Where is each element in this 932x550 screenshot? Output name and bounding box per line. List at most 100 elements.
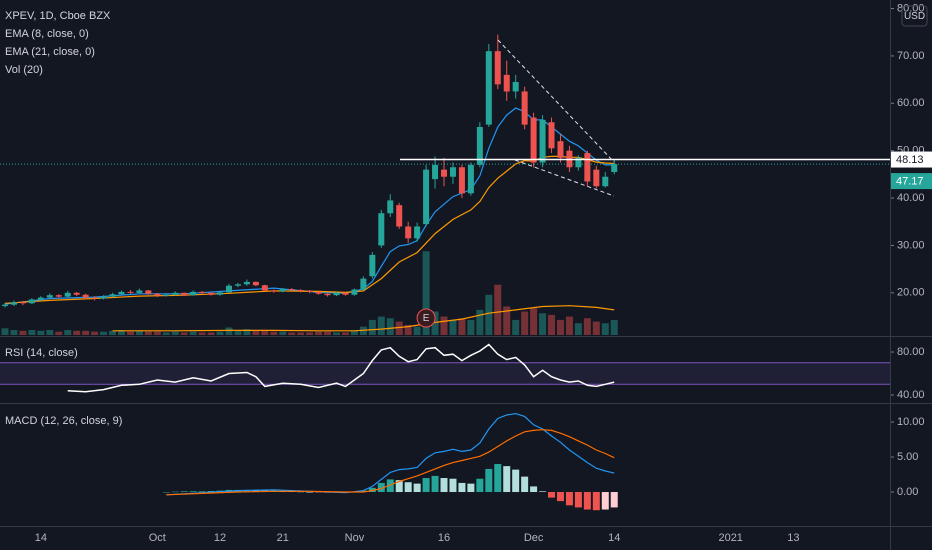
- macd-hist-bar: [521, 476, 529, 493]
- x-tick-label: 14: [35, 532, 47, 544]
- volume-bar: [592, 321, 600, 335]
- volume-bar: [261, 329, 269, 335]
- currency-box[interactable]: [901, 5, 928, 27]
- candle-body: [414, 226, 421, 239]
- candle-body: [19, 302, 26, 304]
- candle-body: [297, 289, 304, 291]
- macd-hist-bar: [368, 487, 376, 493]
- trend-line: [497, 39, 615, 163]
- volume-bar: [10, 329, 18, 335]
- candle-body: [279, 289, 286, 292]
- y-tick-label: 40.00: [897, 389, 925, 401]
- last-price-label: 47.17: [896, 175, 924, 187]
- y-tick-label: 40.00: [897, 192, 925, 204]
- volume-bar: [37, 330, 45, 335]
- macd-hist-bar: [494, 464, 502, 493]
- volume-bar: [117, 329, 125, 335]
- candle-body: [252, 281, 259, 286]
- macd-hist-bar: [467, 483, 475, 493]
- candle-body: [190, 291, 197, 296]
- volume-bar: [162, 332, 170, 335]
- volume-bar: [440, 316, 448, 335]
- candle-body: [288, 289, 295, 291]
- volume-bar: [46, 329, 54, 335]
- macd-hist-bar: [297, 491, 305, 493]
- indicator-label: EMA (8, close, 0): [5, 28, 89, 40]
- candle-body: [181, 292, 188, 296]
- level-tag: [891, 151, 932, 168]
- volume-bar: [315, 331, 323, 335]
- candle-body: [109, 294, 116, 297]
- volume-bar: [324, 331, 332, 335]
- y-tick-label: 80.00: [897, 346, 925, 358]
- candle-body: [145, 290, 152, 294]
- candle-body: [575, 157, 582, 168]
- candle-body: [118, 291, 125, 295]
- volume-bar: [610, 319, 618, 335]
- volume-bar: [395, 321, 403, 335]
- volume-bar: [476, 309, 484, 335]
- candle-body: [64, 292, 71, 297]
- candle-body: [91, 297, 98, 299]
- candle-body: [127, 291, 134, 293]
- macd-hist-bar: [413, 483, 421, 493]
- volume-bar: [19, 330, 27, 335]
- candle-body: [73, 292, 80, 295]
- x-tick-label: 14: [608, 532, 620, 544]
- volume-bar: [377, 316, 385, 335]
- volume-bar: [494, 284, 502, 335]
- y-tick-label: 10.00: [897, 416, 925, 428]
- volume-bar: [404, 324, 412, 335]
- volume-bar: [135, 330, 143, 335]
- volume-bar: [270, 331, 278, 335]
- y-tick-label: 5.00: [897, 451, 918, 463]
- x-tick-label: 13: [787, 532, 799, 544]
- candle-body: [360, 278, 367, 290]
- candle-body: [405, 226, 412, 239]
- volume-bar: [109, 330, 117, 335]
- volume-bar: [565, 316, 573, 335]
- macd-hist-bar: [583, 492, 591, 510]
- candle-body: [55, 295, 62, 297]
- macd-hist-bar: [503, 466, 511, 493]
- candle-body: [2, 304, 9, 307]
- candle-body: [270, 290, 277, 292]
- candle-body: [217, 292, 224, 295]
- candle-body: [530, 117, 537, 163]
- volume-bar: [198, 332, 206, 335]
- macd-hist-bar: [530, 486, 538, 493]
- volume-bar: [583, 318, 591, 335]
- candle-body: [611, 164, 618, 173]
- candle-body: [234, 284, 241, 286]
- volume-bar: [225, 327, 233, 335]
- candle-body: [494, 51, 501, 85]
- candle-body: [46, 295, 53, 298]
- candle-body: [476, 126, 483, 165]
- candle-body: [584, 153, 591, 182]
- candle-body: [199, 291, 206, 293]
- x-tick-label: Oct: [149, 532, 166, 544]
- indicator-label: EMA (21, close, 0): [5, 46, 95, 58]
- macd-hist-bar: [198, 491, 206, 493]
- volume-bar: [458, 318, 466, 335]
- y-tick-label: 0.00: [897, 486, 918, 498]
- y-tick-label: 30.00: [897, 239, 925, 251]
- candle-body: [458, 167, 465, 194]
- volume-bar: [485, 294, 493, 335]
- volume-bar: [601, 323, 609, 335]
- macd-hist-bar: [162, 492, 170, 493]
- volume-bar: [512, 319, 520, 335]
- candle-body: [593, 169, 600, 187]
- volume-bar: [431, 311, 439, 335]
- candle-body: [324, 293, 331, 296]
- candle-body: [369, 254, 376, 277]
- candle-body: [602, 176, 609, 187]
- macd-hist-bar: [431, 475, 439, 493]
- currency[interactable]: USD: [904, 11, 925, 22]
- candle-body: [342, 292, 349, 295]
- candle-body: [539, 119, 546, 163]
- macd-hist-bar: [386, 479, 394, 493]
